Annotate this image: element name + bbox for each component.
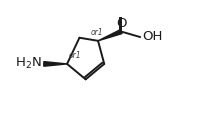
Polygon shape [98,30,122,41]
Text: O: O [116,17,126,30]
Text: H$_2$N: H$_2$N [15,56,42,71]
Text: or1: or1 [91,28,104,37]
Text: or1: or1 [68,51,81,60]
Polygon shape [44,62,67,66]
Text: OH: OH [142,30,162,43]
